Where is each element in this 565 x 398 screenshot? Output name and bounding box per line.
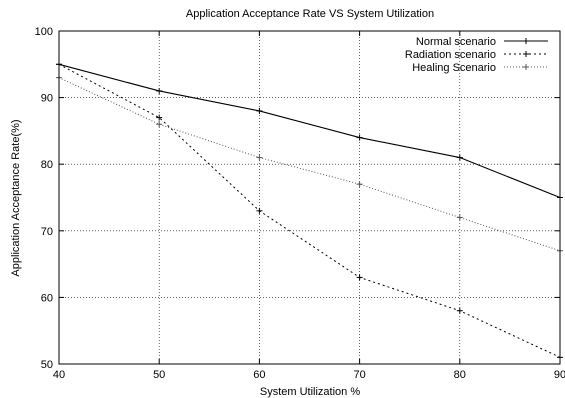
x-tick-label: 60 xyxy=(253,369,265,381)
x-tick-label: 90 xyxy=(554,369,565,381)
grid-lines xyxy=(59,31,560,364)
y-tick-label: 50 xyxy=(41,359,53,371)
data-point xyxy=(256,207,263,214)
x-tick-label: 80 xyxy=(454,369,466,381)
data-point xyxy=(156,114,163,121)
data-point xyxy=(356,181,363,188)
y-tick-label: 100 xyxy=(35,26,53,38)
x-axis-label: System Utilization % xyxy=(260,386,360,398)
series-line-0 xyxy=(58,63,561,199)
data-point xyxy=(256,107,263,114)
chart-title: Application Acceptance Rate VS System Ut… xyxy=(186,8,434,20)
plot-frame xyxy=(58,30,561,365)
series-group xyxy=(56,61,563,361)
data-point xyxy=(256,154,263,161)
data-point xyxy=(156,121,163,128)
x-tick-label: 40 xyxy=(53,369,65,381)
y-axis-label: Application Acceptance Rate(%) xyxy=(10,119,22,276)
legend-label: Healing Scenario xyxy=(412,62,496,74)
data-point xyxy=(456,214,463,221)
y-tick-label: 90 xyxy=(41,93,53,105)
y-tick-label: 60 xyxy=(41,292,53,304)
legend-label: Normal scenario xyxy=(416,36,496,48)
data-point xyxy=(456,154,463,161)
y-tick-label: 80 xyxy=(41,159,53,171)
x-tick-label: 70 xyxy=(353,369,365,381)
data-point xyxy=(156,87,163,94)
data-point xyxy=(356,134,363,141)
series-line-1 xyxy=(58,63,561,358)
x-tick-label: 50 xyxy=(153,369,165,381)
data-point xyxy=(456,307,463,314)
series-line-2 xyxy=(58,77,561,252)
legend-label: Radiation scenario xyxy=(405,49,496,61)
y-tick-label: 70 xyxy=(41,226,53,238)
data-point xyxy=(356,274,363,281)
